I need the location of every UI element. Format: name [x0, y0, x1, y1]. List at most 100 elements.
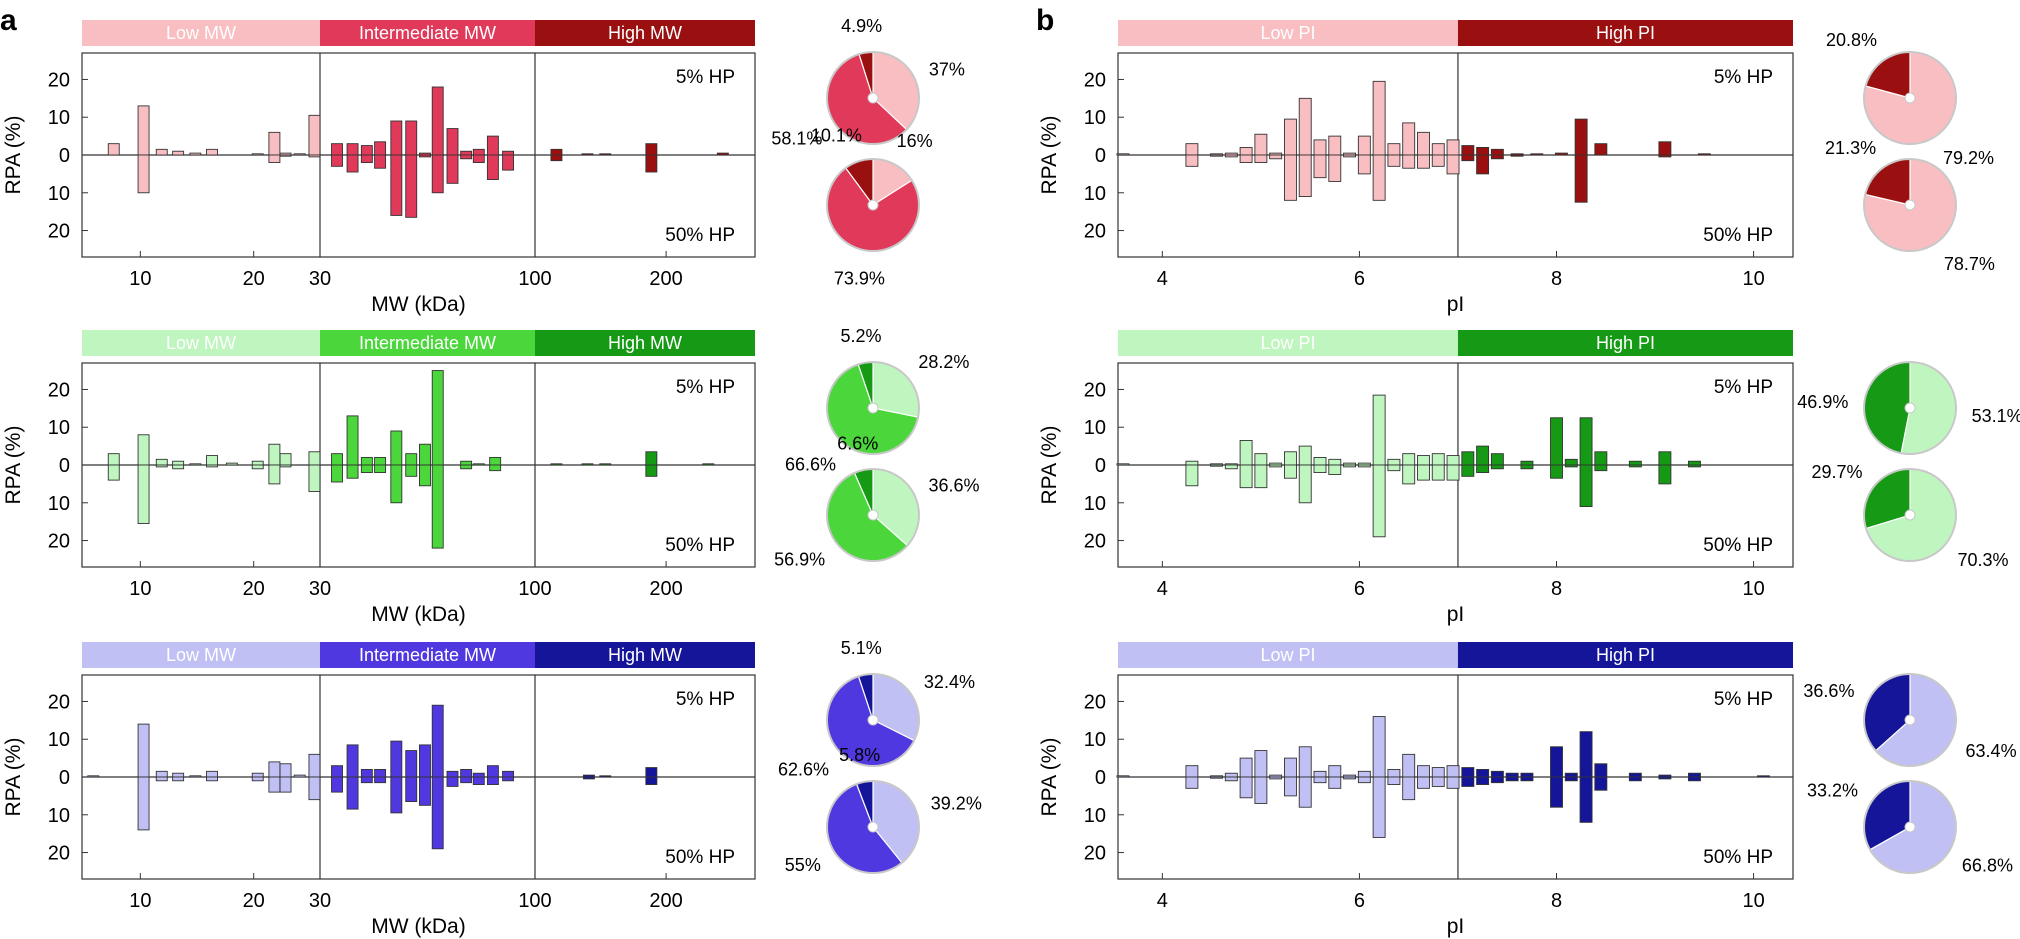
bar-5-hp [1490, 148, 1504, 156]
bar-50-hp [1476, 776, 1490, 786]
bar-5-hp [502, 770, 515, 778]
bar-50-hp [1417, 154, 1430, 169]
category-band [1118, 642, 1458, 668]
bar-50-hp [1239, 776, 1253, 799]
bar-5-hp [1313, 139, 1327, 156]
x-tick-label: 10 [1742, 268, 1764, 290]
x-tick-label: 10 [129, 890, 151, 912]
bar-5-hp [251, 153, 264, 156]
bar-5-hp [293, 774, 306, 778]
bar-5-hp [645, 451, 658, 466]
bar-50-hp [405, 154, 418, 218]
y-tick-label: 10 [48, 417, 70, 439]
y-axis-label: RPA (%) [1038, 738, 1061, 817]
bar-5-hp [1476, 146, 1490, 156]
bar-50-hp [1313, 464, 1327, 474]
y-tick-label: 10 [48, 805, 70, 827]
bar-5-hp [1550, 417, 1563, 466]
x-tick-label: 8 [1551, 268, 1562, 290]
bar-50-hp [308, 154, 321, 158]
bar-5-hp [137, 434, 150, 466]
bar-50-hp [1446, 464, 1460, 481]
bar-50-hp [1298, 464, 1312, 504]
bar-5-hp [1387, 458, 1401, 466]
bar-5-hp [1283, 118, 1297, 156]
pie-center-dot [867, 821, 879, 833]
y-tick-label: 10 [1084, 417, 1106, 439]
bar-5-hp [1116, 153, 1130, 156]
bar-5-hp [1476, 445, 1490, 466]
bar-5-hp [405, 453, 418, 466]
bar-5-hp [1594, 763, 1608, 778]
bar-5-hp [599, 463, 612, 466]
bar-5-hp [206, 770, 218, 778]
y-axis-label: RPA (%) [2, 116, 25, 195]
bar-50-hp [431, 464, 444, 549]
pie-slice-label: 16% [897, 131, 933, 151]
category-band [535, 20, 755, 46]
bar-50-hp [645, 776, 658, 786]
bar-5-hp [172, 772, 185, 778]
y-tick-label: 20 [1084, 379, 1106, 401]
bar-5-hp [346, 143, 359, 156]
pie-slice-label: 62.6% [778, 759, 829, 779]
bar-5-hp [1402, 122, 1416, 156]
bar-5-hp [360, 145, 373, 156]
bar-5-hp [137, 105, 150, 156]
bar-50-hp [1269, 154, 1283, 160]
y-tick-label: 20 [48, 221, 70, 243]
y-tick-label: 10 [1084, 493, 1106, 515]
bar-50-hp [1628, 776, 1642, 782]
bar-50-hp [1387, 464, 1401, 472]
y-tick-label: 20 [1084, 843, 1106, 865]
y-tick-label: 0 [1095, 145, 1106, 167]
bar-50-hp [1431, 776, 1445, 787]
bar-5-hp [1520, 460, 1534, 466]
y-tick-label: 20 [48, 843, 70, 865]
bar-5-hp [189, 775, 202, 778]
pie-slice-label: 55% [785, 855, 821, 875]
bar-50-hp [268, 154, 281, 164]
bar-5-hp [472, 772, 485, 778]
bar-5-hp [1594, 143, 1608, 156]
bar-50-hp [331, 154, 343, 167]
category-band [1118, 330, 1458, 356]
category-band-label: Intermediate MW [359, 23, 496, 43]
y-tick-label: 10 [1084, 729, 1106, 751]
bar-50-hp [431, 154, 444, 194]
category-band [535, 330, 755, 356]
bar-50-hp [1269, 776, 1283, 780]
plots-container: Low MW Intermediate MW High MW201001020RPA… [2, 16, 2020, 938]
bar-50-hp [1446, 776, 1460, 789]
bar-50-hp [405, 464, 418, 477]
chart-a-1: Low MW Intermediate MW High MW201001020RPA… [2, 326, 980, 626]
bar-5-hp [645, 767, 658, 778]
bar-50-hp [1239, 154, 1253, 164]
bar-5-hp [1283, 757, 1297, 778]
bar-50-hp [172, 464, 185, 470]
bar-50-hp [419, 776, 431, 806]
chart-b-0: Low PI High PI 20 10 0 10 20 RPA (%) 4 6 8 10 pI 5% H… [1038, 20, 1995, 316]
chart-b-2: Low PI High PI 20 10 0 10 20 RPA (%) 4 6 8 10 pI 5% H… [1038, 642, 2017, 938]
bar-50-hp [1461, 464, 1475, 477]
condition-label-bottom: 50% HP [665, 847, 735, 868]
bar-5-hp [1461, 767, 1475, 778]
bar-5-hp [346, 415, 359, 466]
bar-5-hp [374, 768, 387, 778]
bar-5-hp [1239, 439, 1253, 466]
bar-50-hp [360, 154, 373, 164]
bar-50-hp [1490, 154, 1504, 160]
bar-50-hp [1224, 776, 1238, 782]
bar-5-hp [1313, 770, 1327, 778]
bar-5-hp [1446, 139, 1460, 156]
bar-50-hp [1357, 776, 1371, 784]
condition-label-top: 5% HP [1714, 377, 1773, 398]
bar-50-hp [1343, 154, 1357, 158]
bar-50-hp [1224, 464, 1238, 470]
bar-5-hp [1185, 143, 1199, 156]
bar-5-hp [1688, 772, 1701, 778]
bar-50-hp [1658, 154, 1672, 158]
bar-5-hp [1756, 775, 1770, 778]
y-tick-label: 20 [1084, 691, 1106, 713]
bar-50-hp [1461, 154, 1475, 162]
